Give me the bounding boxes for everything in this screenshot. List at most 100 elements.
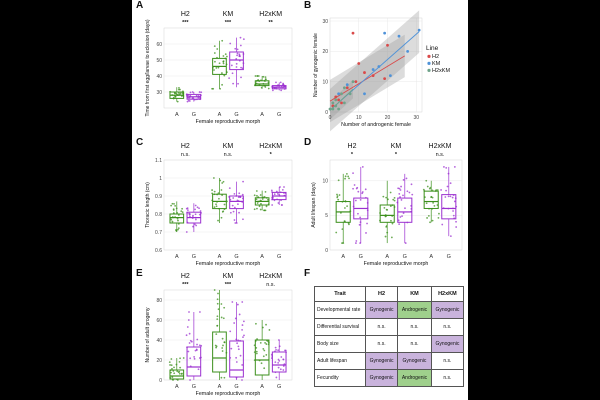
box-g	[397, 197, 413, 223]
data-point	[255, 346, 258, 349]
data-point	[263, 349, 266, 352]
data-point	[189, 91, 192, 94]
data-point	[383, 31, 387, 35]
data-point	[171, 202, 174, 205]
data-point	[256, 194, 258, 197]
group-label: H2xKM	[259, 273, 282, 280]
box-a	[423, 190, 439, 209]
data-point	[186, 207, 189, 210]
data-point	[402, 194, 404, 197]
data-point	[345, 86, 349, 90]
data-point	[278, 193, 281, 196]
data-point	[279, 81, 282, 84]
data-point	[385, 196, 388, 199]
data-point	[264, 209, 267, 212]
significance-label: n.s.	[224, 152, 233, 158]
data-point	[452, 210, 454, 212]
group-label: H2	[181, 11, 190, 18]
data-point	[221, 83, 223, 86]
data-point	[196, 338, 199, 341]
data-point	[377, 65, 381, 68]
x-tick-label: A	[218, 112, 222, 118]
data-point	[338, 194, 341, 196]
data-point	[242, 218, 244, 221]
table-cell-h2xkm: Gynogenic	[430, 335, 465, 353]
data-point	[186, 100, 189, 103]
data-point	[259, 194, 262, 196]
data-point	[178, 372, 181, 375]
data-point	[188, 311, 190, 313]
data-point	[236, 342, 239, 345]
table-cell-km: Gynogenic	[397, 352, 432, 370]
y-tick-label: 10	[322, 179, 328, 185]
data-point	[242, 320, 245, 323]
data-point	[259, 208, 262, 211]
data-point	[363, 92, 366, 96]
data-point	[193, 357, 196, 360]
data-point	[195, 224, 198, 227]
data-point	[170, 364, 173, 367]
data-point	[190, 340, 193, 343]
data-point	[334, 95, 338, 99]
data-point	[354, 80, 358, 84]
data-point	[260, 202, 262, 205]
data-point	[169, 364, 171, 366]
data-point	[371, 74, 375, 78]
table-cell-km: Androgenic	[397, 369, 432, 387]
data-point	[213, 289, 216, 291]
data-point	[215, 345, 218, 348]
y-axis-label: Time from first egg/larvae to eclosion (…	[145, 19, 151, 116]
data-point	[352, 187, 354, 190]
data-point	[216, 324, 219, 327]
data-point	[267, 198, 269, 201]
data-point	[240, 66, 242, 69]
data-point	[344, 207, 346, 209]
x-tick-label: A	[429, 254, 433, 260]
significance-label: *	[270, 152, 273, 158]
data-point	[220, 376, 223, 379]
data-point	[364, 188, 367, 191]
table-cell-h2xkm: Gynogenic	[430, 301, 465, 319]
table-cell-trait: Body size	[314, 335, 366, 353]
x-tick-label: G	[192, 384, 196, 390]
significance-label: n.s.	[436, 152, 445, 158]
data-point	[440, 189, 442, 191]
data-point	[341, 228, 344, 231]
y-tick-label: 80	[156, 298, 162, 304]
data-point	[220, 189, 223, 191]
data-point	[401, 215, 403, 218]
data-point	[275, 81, 277, 84]
data-point	[386, 43, 389, 47]
table-cell-km: n.s.	[397, 335, 432, 353]
y-tick-label: 0	[325, 248, 328, 254]
data-point	[225, 55, 228, 58]
plot-area	[329, 159, 463, 251]
data-point	[342, 86, 346, 90]
data-point	[431, 219, 434, 222]
group-label: H2xKM	[429, 143, 452, 150]
plot-area	[163, 27, 293, 109]
data-point	[399, 196, 401, 198]
data-point	[196, 206, 199, 209]
data-point	[188, 342, 191, 344]
data-point	[179, 88, 181, 91]
data-point	[239, 36, 242, 39]
legend-swatch	[427, 68, 431, 72]
x-tick-label: A	[175, 254, 179, 260]
panel-letter: C	[136, 137, 143, 148]
data-point	[398, 192, 401, 195]
data-point	[213, 190, 216, 193]
data-point	[263, 367, 266, 370]
data-point	[255, 322, 257, 325]
data-point	[428, 187, 431, 190]
data-point	[221, 211, 224, 213]
data-point	[453, 200, 456, 203]
data-point	[241, 364, 244, 366]
data-point	[222, 344, 224, 347]
x-axis-label: Female reproductive morph	[196, 391, 261, 397]
data-point	[345, 172, 348, 175]
data-point	[177, 92, 180, 94]
data-point	[255, 190, 258, 192]
data-point	[241, 193, 244, 196]
